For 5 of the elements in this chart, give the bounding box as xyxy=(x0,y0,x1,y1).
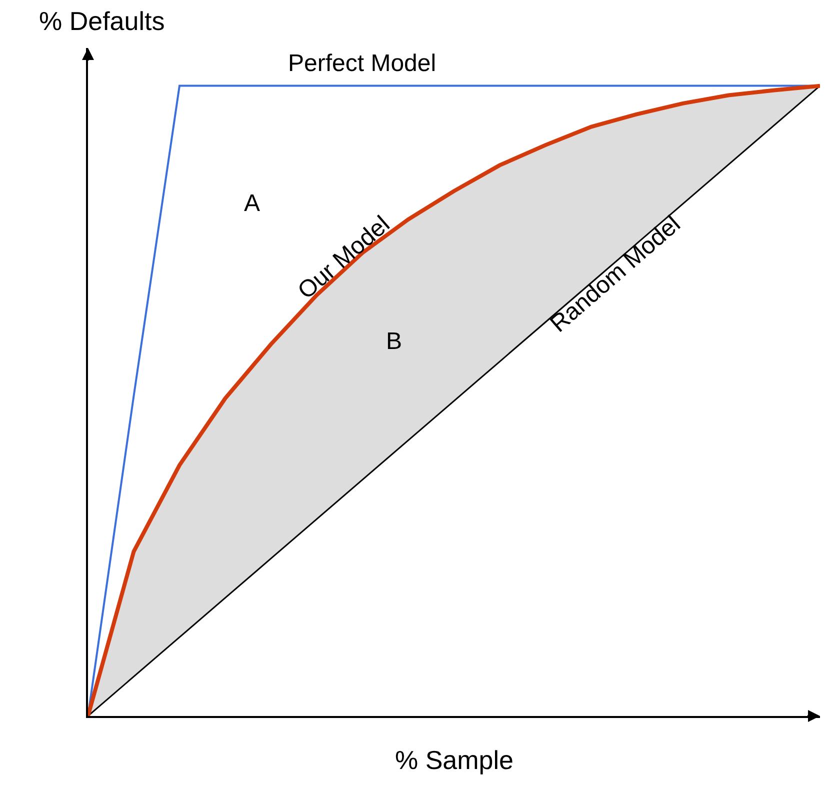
x-axis-title: % Sample xyxy=(395,745,514,775)
series-label: Perfect Model xyxy=(288,50,436,77)
y-axis-title: % Defaults xyxy=(39,6,165,36)
annotation: B xyxy=(386,328,402,355)
annotation: A xyxy=(244,190,260,217)
